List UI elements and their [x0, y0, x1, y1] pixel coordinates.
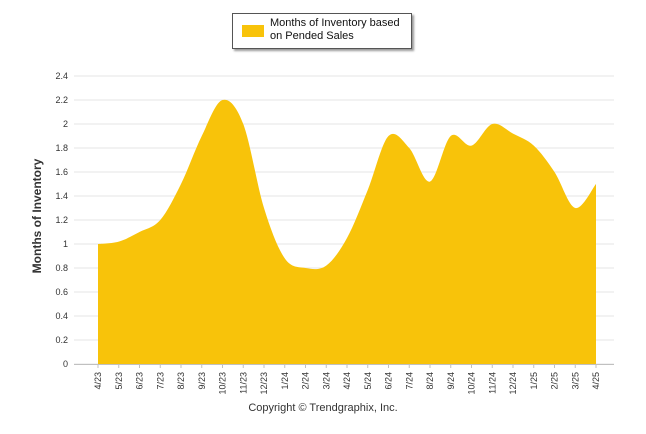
- x-tick-label: 7/23: [155, 372, 165, 390]
- y-tick-label: 0.6: [55, 287, 68, 297]
- y-tick-label: 1.2: [55, 215, 68, 225]
- y-axis-ticks: 0 0.2 0.4 0.6 0.8 1 1.2 1.4 1.6 1.8 2 2.2 2.4: [55, 71, 68, 369]
- series-area-fill: [98, 99, 596, 364]
- y-tick-label: 0.2: [55, 335, 68, 345]
- x-tick-label: 6/23: [135, 372, 145, 390]
- y-tick-label: 0.8: [55, 263, 68, 273]
- x-tick-label: 3/24: [321, 372, 331, 390]
- y-tick-label: 0.4: [55, 311, 68, 321]
- x-tick-label: 4/24: [342, 372, 352, 390]
- x-tick-label: 1/25: [529, 372, 539, 390]
- y-tick-label: 2.2: [55, 95, 68, 105]
- x-tick-label: 11/24: [487, 372, 497, 394]
- x-tick-label: 10/23: [218, 372, 228, 395]
- y-tick-label: 1.8: [55, 143, 68, 153]
- y-tick-label: 1.6: [55, 167, 68, 177]
- x-tick-label: 5/24: [363, 372, 373, 390]
- x-tick-label: 2/24: [301, 372, 311, 390]
- x-tick-label: 3/25: [570, 372, 580, 390]
- x-tick-label: 8/24: [425, 372, 435, 390]
- x-tick-label: 2/25: [550, 372, 560, 390]
- x-tick-label: 5/23: [114, 372, 124, 390]
- x-tick-label: 10/24: [467, 372, 477, 395]
- x-axis-ticks: 4/23 5/23 6/23 7/23 8/23 9/23 10/23 11/23 12/23 1…: [93, 364, 601, 395]
- x-tick-label: 4/25: [591, 372, 601, 390]
- x-tick-label: 12/24: [508, 372, 518, 395]
- x-tick-label: 12/23: [259, 372, 269, 395]
- legend-label: Months of Inventory based on Pended Sale…: [270, 17, 410, 43]
- copyright-footer: Copyright © Trendgraphix, Inc.: [248, 402, 398, 414]
- x-tick-label: 7/24: [404, 372, 414, 390]
- legend-label-line2: on Pended Sales: [270, 30, 354, 42]
- y-axis-label: Months of Inventory: [30, 158, 44, 273]
- y-tick-label: 2: [63, 119, 68, 129]
- y-tick-label: 1: [63, 239, 68, 249]
- legend-swatch: [242, 25, 264, 37]
- y-tick-label: 2.4: [55, 71, 68, 81]
- x-tick-label: 9/24: [446, 372, 456, 390]
- legend-label-line1: Months of Inventory based: [270, 17, 400, 29]
- x-tick-label: 11/23: [238, 372, 248, 394]
- chart-legend: Months of Inventory based on Pended Sale…: [232, 13, 412, 49]
- x-tick-label: 6/24: [384, 372, 394, 390]
- series-area: [97, 99, 597, 364]
- y-tick-label: 1.4: [55, 191, 68, 201]
- x-tick-label: 1/24: [280, 372, 290, 390]
- x-tick-label: 4/23: [93, 372, 103, 390]
- x-tick-label: 8/23: [176, 372, 186, 390]
- x-tick-label: 9/23: [197, 372, 207, 390]
- y-tick-label: 0: [63, 359, 68, 369]
